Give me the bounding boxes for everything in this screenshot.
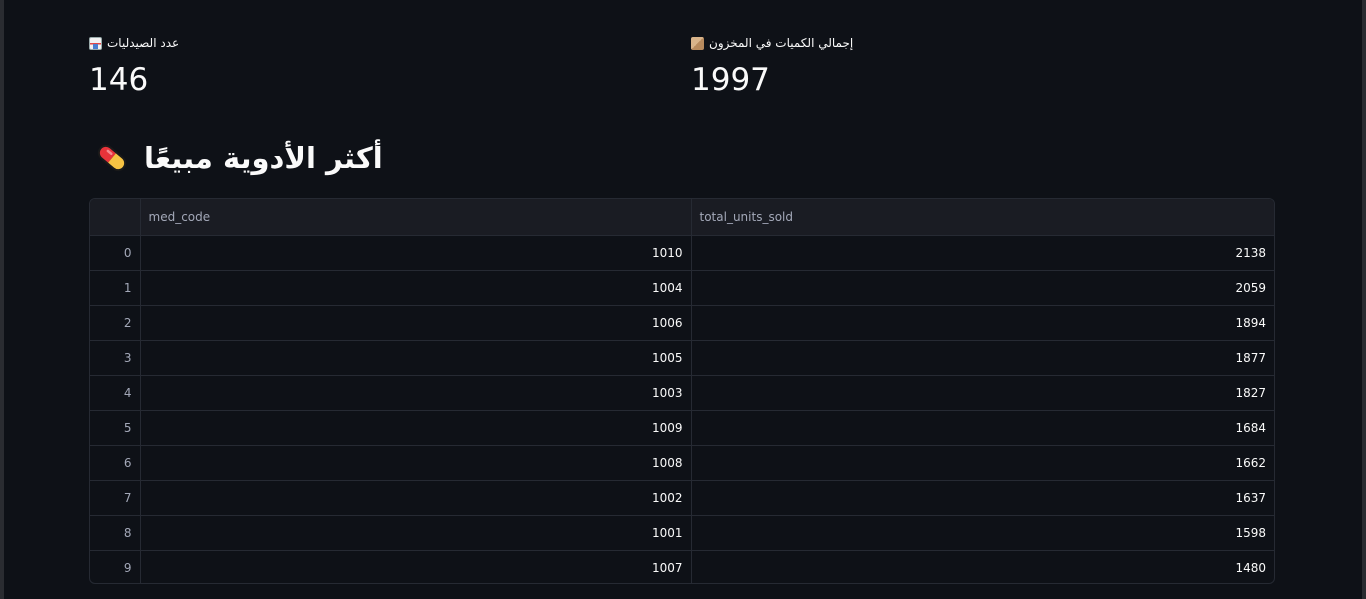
cell-med-code[interactable]: 1007 — [140, 550, 692, 583]
cell-med-code[interactable]: 1010 — [140, 235, 692, 271]
row-index[interactable]: 2 — [90, 305, 141, 341]
metric-label-row: إجمالي الكميات في المخزون — [691, 34, 853, 52]
table-row: 7 1002 1637 — [90, 480, 1274, 516]
row-index[interactable]: 9 — [90, 550, 141, 583]
pharmacy-icon — [89, 36, 102, 50]
pill-icon — [97, 144, 127, 172]
column-header-total-units-sold[interactable]: total_units_sold — [691, 199, 1274, 236]
table-row: 8 1001 1598 — [90, 515, 1274, 551]
row-index[interactable]: 7 — [90, 480, 141, 516]
cell-total-units-sold[interactable]: 1598 — [691, 515, 1274, 551]
row-index[interactable]: 8 — [90, 515, 141, 551]
metric-pharmacy-count: عدد الصيدليات 146 — [89, 34, 179, 98]
cell-med-code[interactable]: 1004 — [140, 270, 692, 306]
metric-value: 146 — [89, 62, 149, 98]
cell-total-units-sold[interactable]: 1827 — [691, 375, 1274, 411]
metric-label-row: عدد الصيدليات — [89, 34, 179, 52]
cell-med-code[interactable]: 1008 — [140, 445, 692, 481]
column-header-index[interactable] — [90, 199, 141, 236]
table-row: 6 1008 1662 — [90, 445, 1274, 481]
section-title: أكثر الأدوية مبيعًا — [144, 141, 383, 175]
cell-med-code[interactable]: 1001 — [140, 515, 692, 551]
row-index[interactable]: 6 — [90, 445, 141, 481]
column-header-med-code[interactable]: med_code — [140, 199, 692, 236]
table-row: 2 1006 1894 — [90, 305, 1274, 341]
cell-total-units-sold[interactable]: 1480 — [1235, 561, 1266, 575]
row-index[interactable]: 3 — [90, 340, 141, 376]
cell-total-units-sold[interactable]: 2138 — [691, 235, 1274, 271]
table-row: 4 1003 1827 — [90, 375, 1274, 411]
cell-med-code[interactable]: 1003 — [140, 375, 692, 411]
row-index[interactable]: 1 — [90, 270, 141, 306]
box-icon — [691, 36, 704, 50]
table-row: 9 1007 1480 — [90, 550, 1274, 583]
table-row: 1 1004 2059 — [90, 270, 1274, 306]
cell-total-units-sold[interactable]: 1894 — [691, 305, 1274, 341]
cell-med-code[interactable]: 1005 — [140, 340, 692, 376]
row-index[interactable]: 4 — [90, 375, 141, 411]
cell-med-code[interactable]: 1002 — [140, 480, 692, 516]
metric-value: 1997 — [691, 62, 770, 98]
row-index[interactable]: 5 — [90, 410, 141, 446]
table-row: 3 1005 1877 — [90, 340, 1274, 376]
cell-med-code[interactable]: 1006 — [140, 305, 692, 341]
metric-stock-total: إجمالي الكميات في المخزون 1997 — [691, 34, 853, 98]
metric-label: إجمالي الكميات في المخزون — [709, 36, 854, 50]
section-heading: أكثر الأدوية مبيعًا — [92, 136, 383, 180]
cell-total-units-sold[interactable]: 1662 — [691, 445, 1274, 481]
table-header-row: med_code total_units_sold — [90, 199, 1274, 236]
cell-total-units-sold[interactable]: 1637 — [691, 480, 1274, 516]
row-index[interactable]: 0 — [90, 235, 141, 271]
table-row: 0 1010 2138 — [90, 235, 1274, 271]
cell-total-units-sold[interactable]: 2059 — [691, 270, 1274, 306]
cell-med-code[interactable]: 1009 — [140, 410, 692, 446]
metric-label: عدد الصيدليات — [107, 36, 180, 50]
data-table[interactable]: med_code total_units_sold 0 1010 2138 1 … — [89, 198, 1275, 584]
cell-total-units-sold[interactable]: 1684 — [691, 410, 1274, 446]
table-row: 5 1009 1684 — [90, 410, 1274, 446]
cell-total-units-sold[interactable]: 1877 — [691, 340, 1274, 376]
